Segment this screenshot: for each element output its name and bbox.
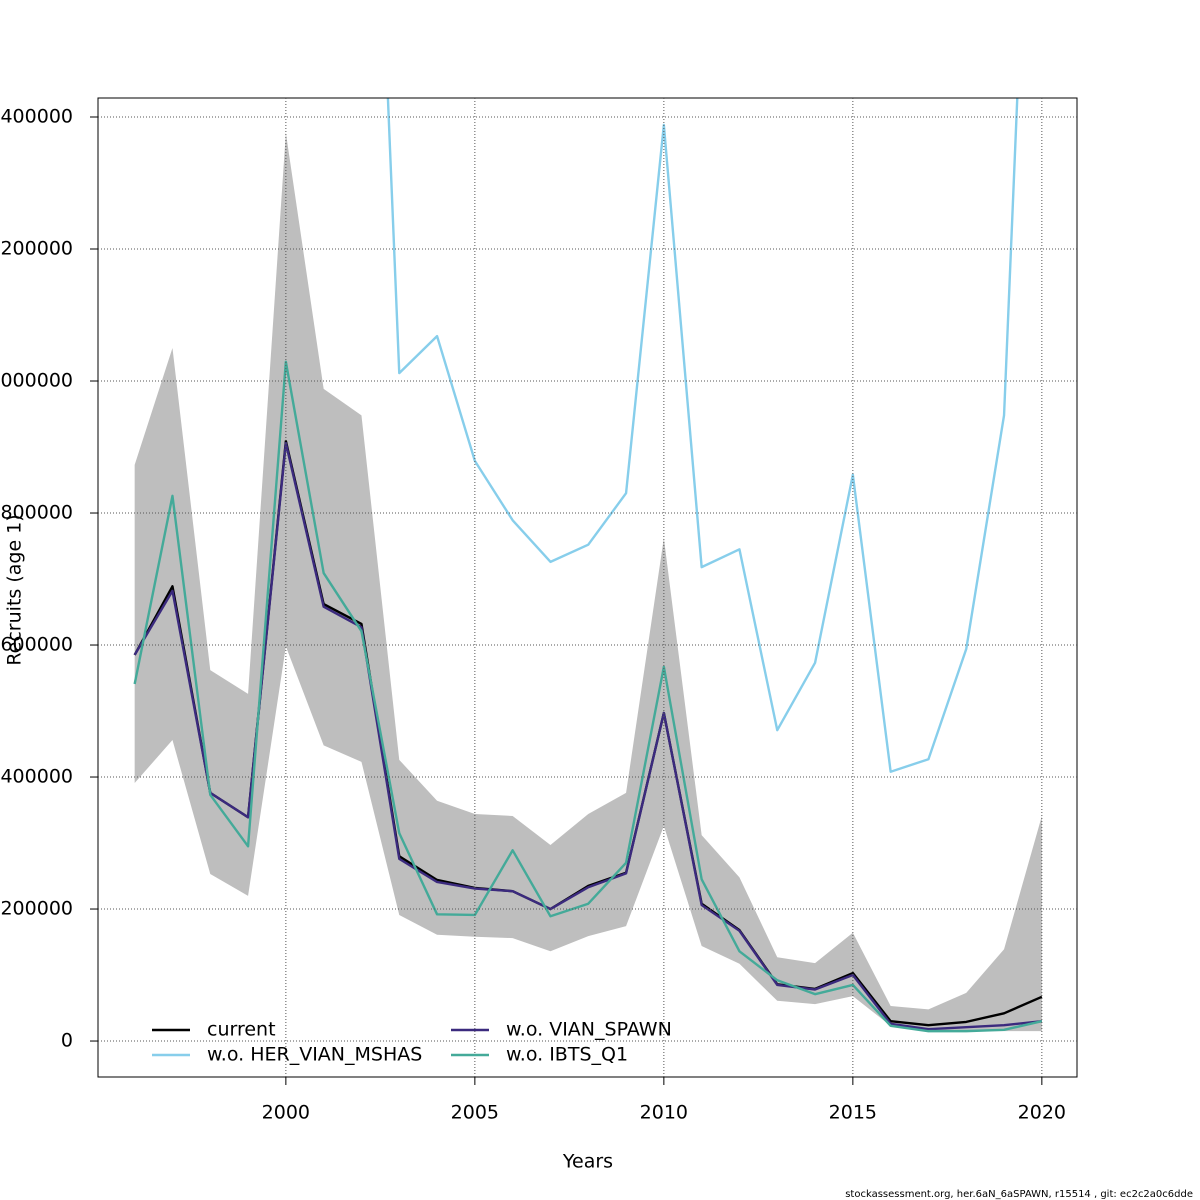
y-tick-label: 1200000 <box>0 238 73 260</box>
y-axis-label: Recruits (age 1) <box>4 514 26 665</box>
y-tick-label: 200000 <box>0 898 73 920</box>
legend-label: w.o. VIAN_SPAWN <box>506 1019 672 1041</box>
plot-frame <box>97 97 1078 1078</box>
series-line <box>386 98 1019 773</box>
footer: stockassessment.org, her.6aN_6aSPAWN, r1… <box>845 1189 1193 1200</box>
legend-label: current <box>207 1019 276 1041</box>
x-tick-label: 2000 <box>262 1102 310 1124</box>
x-axis-label: Years <box>562 1151 613 1173</box>
y-tick-label: 1400000 <box>0 106 73 128</box>
series-line <box>133 439 1043 1027</box>
legend-label: w.o. HER_VIAN_MSHAS <box>207 1044 422 1066</box>
y-tick-label: 0 <box>61 1030 73 1052</box>
y-tick-label: 400000 <box>0 766 73 788</box>
y-tick-label: 800000 <box>0 502 73 524</box>
x-tick-label: 2005 <box>451 1102 499 1124</box>
y-tick-label: 1000000 <box>0 370 73 392</box>
confidence-band <box>134 132 1042 1032</box>
series-line <box>133 360 1043 1033</box>
plot-area <box>133 98 1043 1033</box>
x-tick-label: 2010 <box>640 1102 688 1124</box>
x-tick-label: 2020 <box>1018 1102 1066 1124</box>
x-tick-label: 2015 <box>829 1102 877 1124</box>
y-tick-label: 600000 <box>0 634 73 656</box>
legend-label: w.o. IBTS_Q1 <box>506 1044 628 1066</box>
